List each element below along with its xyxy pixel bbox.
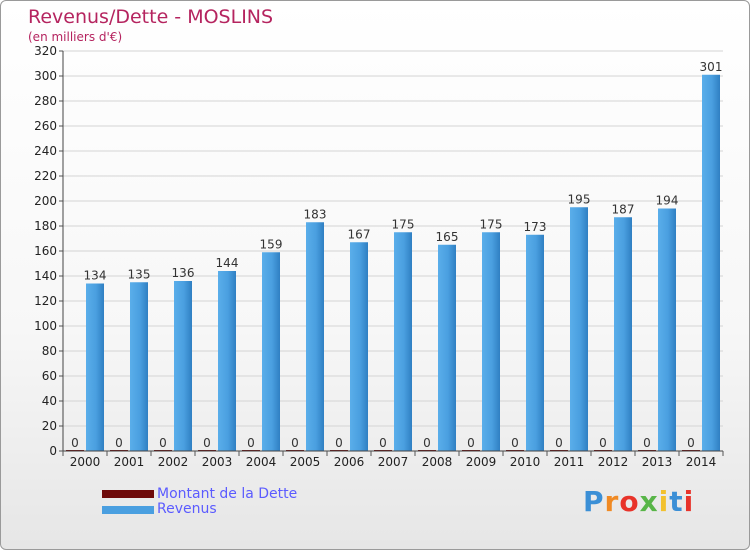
debt-value-label: 0 <box>335 436 343 450</box>
revenue-value-label: 173 <box>524 220 547 234</box>
x-tick-label: 2006 <box>334 455 365 469</box>
y-tick-label: 280 <box>34 94 57 108</box>
x-tick-label: 2008 <box>422 455 453 469</box>
chart-subtitle: (en milliers d'€) <box>28 30 123 44</box>
debt-value-label: 0 <box>687 436 695 450</box>
logo-letter: i <box>658 485 670 518</box>
y-tick-label: 0 <box>49 444 57 458</box>
revenue-bar <box>86 283 104 451</box>
revenue-value-label: 195 <box>568 192 591 206</box>
legend-revenue-swatch <box>102 506 154 514</box>
y-tick-label: 320 <box>34 44 57 58</box>
debt-value-label: 0 <box>643 436 651 450</box>
y-tick-label: 160 <box>34 244 57 258</box>
revenue-bar <box>526 234 544 451</box>
debt-value-label: 0 <box>511 436 519 450</box>
x-tick-label: 2004 <box>246 455 277 469</box>
x-tick-label: 2014 <box>686 455 717 469</box>
chart-title: Revenus/Dette - MOSLINS <box>28 6 274 28</box>
debt-value-label: 0 <box>379 436 387 450</box>
debt-value-label: 0 <box>247 436 255 450</box>
revenue-bar <box>130 282 148 451</box>
proxiti-logo: Proxiti <box>583 485 694 518</box>
y-tick-label: 120 <box>34 294 57 308</box>
debt-value-label: 0 <box>467 436 475 450</box>
debt-value-label: 0 <box>291 436 299 450</box>
x-tick-label: 2013 <box>642 455 673 469</box>
x-tick-label: 2003 <box>202 455 233 469</box>
revenue-value-label: 187 <box>612 202 635 216</box>
revenue-value-label: 159 <box>260 237 283 251</box>
y-tick-label: 80 <box>42 344 57 358</box>
debt-value-label: 0 <box>159 436 167 450</box>
logo-letter: P <box>583 485 605 518</box>
revenue-bar <box>218 271 236 451</box>
logo-letter: t <box>669 485 684 518</box>
logo-letter: i <box>683 485 695 518</box>
revenue-value-label: 175 <box>480 217 503 231</box>
revenue-value-label: 165 <box>436 230 459 244</box>
y-tick-label: 260 <box>34 119 57 133</box>
x-tick-label: 2000 <box>70 455 101 469</box>
debt-value-label: 0 <box>203 436 211 450</box>
x-tick-label: 2010 <box>510 455 541 469</box>
y-tick-label: 240 <box>34 144 57 158</box>
logo-letter: o <box>619 485 640 518</box>
revenue-value-label: 135 <box>128 267 151 281</box>
logo-letter: x <box>639 485 659 518</box>
y-tick-label: 140 <box>34 269 57 283</box>
debt-value-label: 0 <box>423 436 431 450</box>
y-tick-label: 100 <box>34 319 57 333</box>
revenue-bar <box>174 281 192 451</box>
y-tick-label: 40 <box>42 394 57 408</box>
legend-debt-swatch <box>102 490 154 498</box>
y-tick-label: 180 <box>34 219 57 233</box>
revenue-bar <box>262 252 280 451</box>
revenue-value-label: 183 <box>304 207 327 221</box>
revenue-value-label: 167 <box>348 227 371 241</box>
revenue-value-label: 144 <box>216 256 239 270</box>
revenue-bar <box>702 74 720 451</box>
debt-value-label: 0 <box>599 436 607 450</box>
revenue-bar <box>306 222 324 451</box>
y-tick-label: 200 <box>34 194 57 208</box>
legend-revenue-label: Revenus <box>157 501 217 517</box>
x-tick-label: 2001 <box>114 455 145 469</box>
x-tick-label: 2009 <box>466 455 497 469</box>
x-tick-label: 2012 <box>598 455 629 469</box>
revenue-bar <box>394 232 412 451</box>
x-tick-label: 2007 <box>378 455 409 469</box>
revenue-bar <box>350 242 368 451</box>
x-tick-label: 2005 <box>290 455 321 469</box>
revenue-value-label: 194 <box>656 194 679 208</box>
revenue-bar <box>570 207 588 451</box>
legend-debt-label: Montant de la Dette <box>157 486 298 502</box>
revenue-bar <box>658 208 676 451</box>
debt-value-label: 0 <box>555 436 563 450</box>
revenue-value-label: 301 <box>700 60 723 74</box>
debt-value-label: 0 <box>71 436 79 450</box>
revenue-value-label: 175 <box>392 217 415 231</box>
revenue-bar <box>438 244 456 451</box>
revenue-bar <box>614 217 632 451</box>
debt-value-label: 0 <box>115 436 123 450</box>
x-tick-label: 2002 <box>158 455 189 469</box>
y-tick-label: 220 <box>34 169 57 183</box>
y-tick-label: 20 <box>42 419 57 433</box>
x-tick-label: 2011 <box>554 455 585 469</box>
revenue-value-label: 134 <box>84 269 107 283</box>
y-tick-label: 300 <box>34 69 57 83</box>
revenue-bar <box>482 232 500 451</box>
y-tick-label: 60 <box>42 369 57 383</box>
revenue-value-label: 136 <box>172 266 195 280</box>
logo-letter: r <box>604 485 620 518</box>
